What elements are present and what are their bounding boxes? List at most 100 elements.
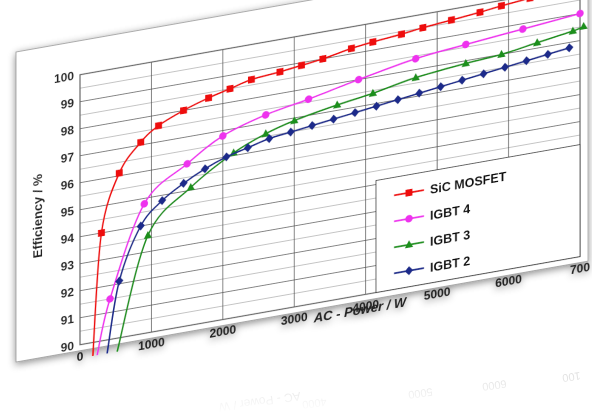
data-point-sic-mosfet bbox=[526, 0, 534, 3]
y-tick-label: 94 bbox=[61, 231, 75, 247]
data-point-igbt-3 bbox=[332, 100, 342, 109]
data-point-igbt-3 bbox=[579, 21, 588, 31]
data-point-sic-mosfet bbox=[137, 138, 145, 147]
legend-box bbox=[375, 144, 581, 293]
y-tick-label: 100 bbox=[54, 69, 74, 86]
data-point-sic-mosfet bbox=[180, 106, 188, 115]
data-point-igbt-2 bbox=[415, 88, 424, 98]
series-sic-mosfet bbox=[92, 0, 577, 357]
y-gridline bbox=[80, 0, 580, 89]
data-point-sic-mosfet bbox=[226, 84, 234, 93]
data-point-sic-mosfet bbox=[497, 1, 505, 10]
y-tick-label: 96 bbox=[61, 177, 75, 193]
x-tick-label: 6000 bbox=[495, 272, 522, 291]
data-point-igbt-2 bbox=[243, 143, 253, 153]
y-tick-label: 99 bbox=[61, 96, 75, 112]
data-point-sic-mosfet bbox=[397, 30, 405, 39]
y-gridline bbox=[80, 94, 580, 184]
series-igbt-2 bbox=[106, 43, 574, 354]
legend-marker-sic-mosfet bbox=[405, 188, 413, 197]
data-point-igbt-4 bbox=[411, 54, 420, 63]
data-point-sic-mosfet bbox=[276, 67, 284, 76]
data-point-igbt-2 bbox=[393, 95, 403, 105]
data-point-igbt-4 bbox=[519, 25, 527, 33]
y-gridline bbox=[80, 134, 580, 224]
data-point-sic-mosfet bbox=[155, 121, 163, 130]
data-point-igbt-2 bbox=[157, 196, 167, 206]
data-point-sic-mosfet bbox=[369, 37, 377, 47]
y-gridline bbox=[80, 67, 580, 157]
data-point-igbt-3 bbox=[532, 38, 542, 47]
data-point-igbt-3 bbox=[261, 129, 270, 138]
data-point-igbt-4 bbox=[576, 9, 584, 18]
data-point-igbt-2 bbox=[136, 221, 145, 231]
y-tick-label: 90 bbox=[61, 339, 75, 355]
x-tick-label: 1000 bbox=[138, 335, 165, 354]
y-gridline bbox=[80, 26, 580, 116]
legend-marker-igbt-4 bbox=[405, 214, 413, 223]
series-igbt-4 bbox=[96, 9, 584, 356]
data-point-igbt-3 bbox=[368, 88, 378, 98]
plot-frame bbox=[79, 0, 581, 346]
series-layer bbox=[92, 0, 588, 357]
data-point-sic-mosfet bbox=[205, 93, 213, 103]
data-point-igbt-4 bbox=[261, 111, 270, 119]
data-point-igbt-2 bbox=[307, 121, 317, 131]
data-point-igbt-3 bbox=[568, 26, 578, 35]
series-igbt-3 bbox=[116, 21, 588, 352]
data-point-igbt-2 bbox=[543, 49, 553, 59]
data-point-igbt-4 bbox=[304, 95, 313, 104]
y-tick-label: 91 bbox=[61, 312, 75, 328]
data-point-igbt-2 bbox=[457, 75, 467, 85]
data-point-igbt-3 bbox=[186, 182, 195, 192]
data-point-igbt-4 bbox=[219, 132, 227, 140]
data-point-sic-mosfet bbox=[115, 168, 123, 178]
tick-labels: 9091929394959697989910001000200030004000… bbox=[54, 69, 590, 364]
data-point-igbt-3 bbox=[497, 49, 506, 59]
data-point-igbt-4 bbox=[354, 75, 363, 84]
data-point-igbt-4 bbox=[106, 295, 114, 303]
y-gridline bbox=[80, 121, 580, 211]
data-point-igbt-2 bbox=[200, 164, 210, 174]
chart-reflection: AC - Power / W 4000 5000 6000 100 bbox=[0, 360, 592, 414]
chart-card: 9091929394959697989910001000200030004000… bbox=[15, 0, 590, 364]
legend-marker-igbt-2 bbox=[404, 266, 414, 276]
data-point-sic-mosfet bbox=[97, 228, 105, 238]
y-tick-label: 93 bbox=[61, 258, 75, 274]
data-point-igbt-3 bbox=[290, 116, 299, 125]
x-tick-label: 2000 bbox=[210, 322, 237, 341]
legend-marker-igbt-3 bbox=[404, 240, 414, 249]
y-axis-title: Efficiency / % bbox=[30, 173, 45, 260]
x-tick-label: 0 bbox=[77, 349, 84, 364]
x-tick-label: 700 bbox=[570, 260, 590, 277]
x-tick-label: 4000 bbox=[352, 297, 379, 316]
data-point-igbt-2 bbox=[479, 69, 488, 79]
data-point-igbt-4 bbox=[140, 199, 149, 208]
data-point-sic-mosfet bbox=[319, 54, 327, 64]
data-point-igbt-3 bbox=[143, 231, 153, 240]
data-point-sic-mosfet bbox=[419, 23, 427, 32]
data-point-igbt-2 bbox=[115, 276, 124, 286]
data-point-igbt-2 bbox=[350, 108, 360, 118]
data-point-igbt-2 bbox=[565, 43, 574, 53]
data-point-igbt-4 bbox=[461, 40, 470, 49]
data-point-sic-mosfet bbox=[297, 61, 305, 70]
data-point-igbt-3 bbox=[411, 73, 420, 82]
data-point-sic-mosfet bbox=[476, 8, 484, 17]
data-point-igbt-2 bbox=[179, 178, 188, 188]
y-gridline bbox=[80, 53, 580, 143]
data-point-igbt-2 bbox=[522, 56, 531, 66]
y-tick-label: 95 bbox=[61, 204, 75, 220]
x-tick-label: 5000 bbox=[424, 284, 451, 303]
data-point-igbt-2 bbox=[329, 114, 338, 124]
y-gridline bbox=[80, 13, 580, 103]
x-tick-label: 3000 bbox=[281, 310, 308, 329]
y-tick-label: 97 bbox=[61, 150, 75, 166]
data-point-sic-mosfet bbox=[247, 75, 255, 84]
data-point-sic-mosfet bbox=[447, 15, 455, 25]
data-point-igbt-2 bbox=[436, 82, 445, 92]
data-point-igbt-3 bbox=[461, 58, 470, 68]
